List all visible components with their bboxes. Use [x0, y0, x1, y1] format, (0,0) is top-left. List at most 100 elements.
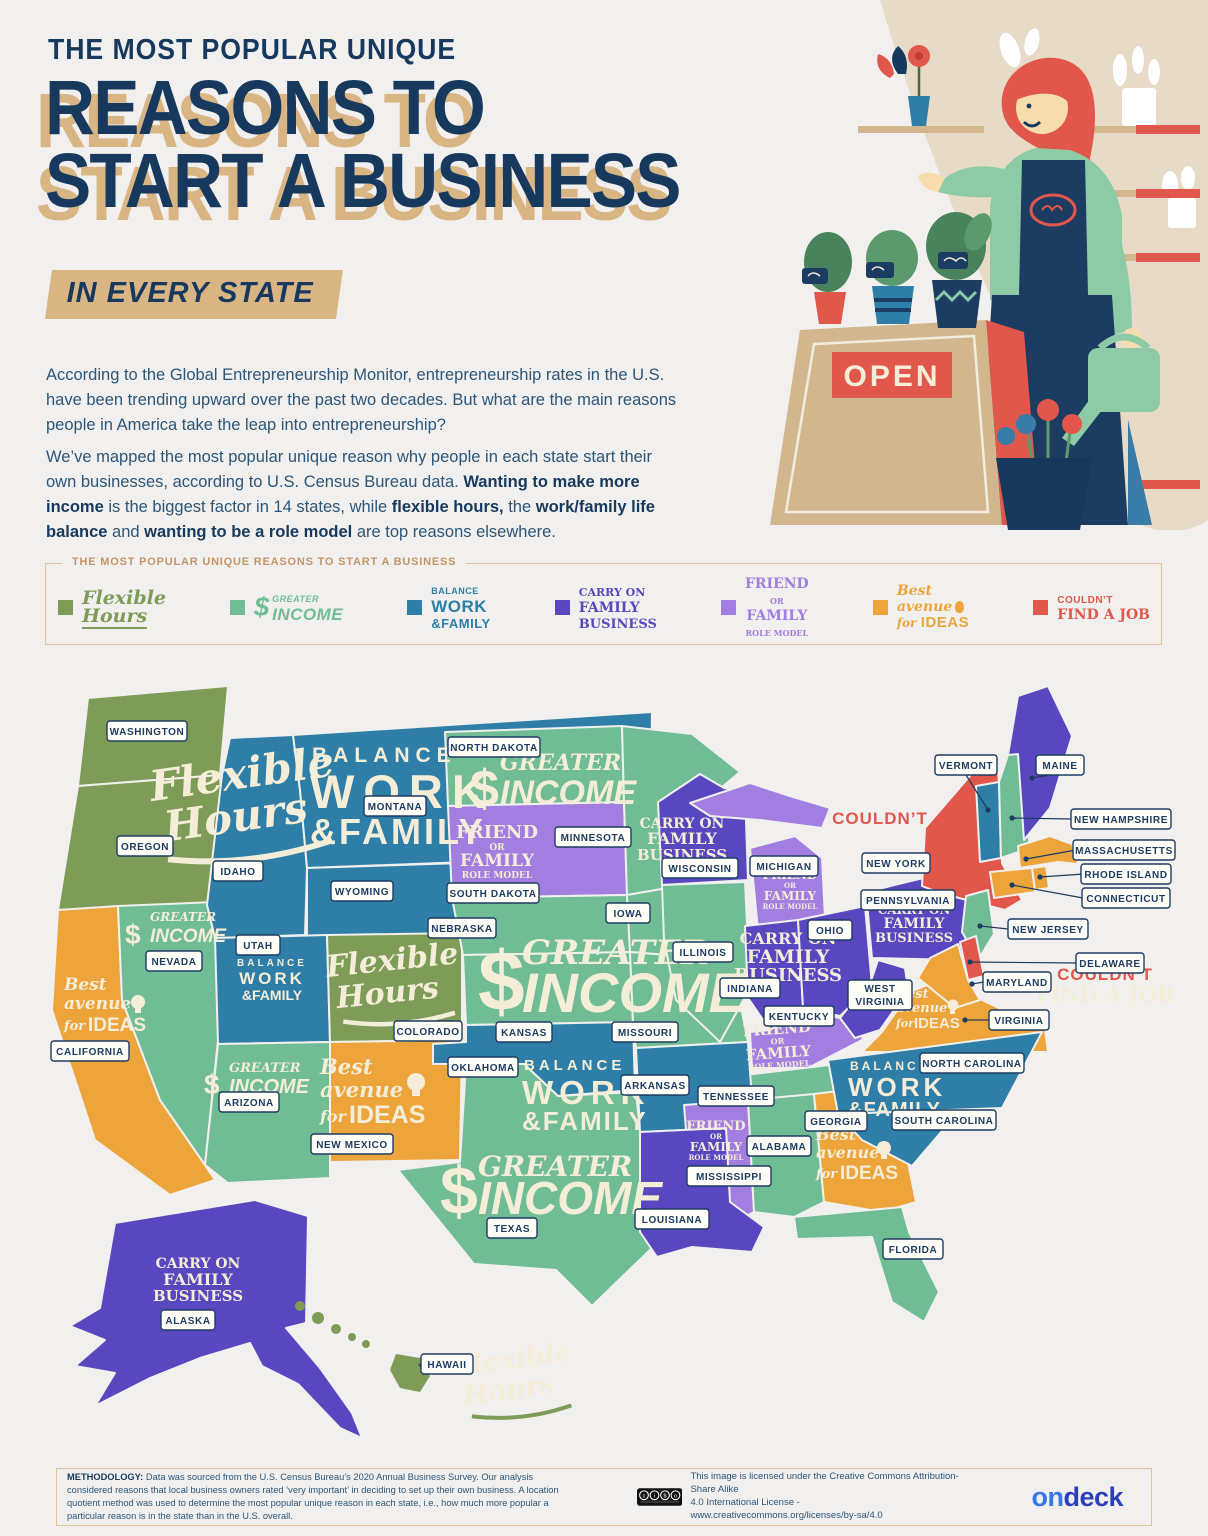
state-label-ohio: OHIO — [807, 919, 853, 941]
page-title-line1: REASONS TO — [45, 65, 486, 151]
state-label-florida: FLORIDA — [882, 1238, 944, 1260]
mark-line: OR — [770, 1036, 785, 1047]
legend-item-friend-family-role-model: FRIEND OR FAMILY ROLE MODEL — [720, 575, 809, 639]
methodology-label: METHODOLOGY: — [67, 1471, 144, 1482]
p2-b2: flexible hours, — [391, 497, 504, 516]
legend-label-line: WORK — [431, 597, 488, 616]
svg-text:NEVADA: NEVADA — [151, 957, 196, 968]
state-label-tennessee: TENNESSEE — [697, 1085, 775, 1107]
license: c i $ o This image is licensed under the… — [637, 1471, 967, 1522]
svg-text:ALABAMA: ALABAMA — [752, 1142, 807, 1153]
mark-line: INCOME — [500, 774, 637, 812]
svg-text:MICHIGAN: MICHIGAN — [756, 862, 811, 873]
svg-text:WASHINGTON: WASHINGTON — [110, 727, 185, 738]
legend-label-line: FAMILY — [578, 600, 640, 616]
state-label-alabama: ALABAMA — [746, 1135, 812, 1157]
state-label-nevada: NEVADA — [145, 950, 203, 972]
svg-text:PENNSYLVANIA: PENNSYLVANIA — [866, 896, 950, 907]
mark-line: FIND A JOB — [1035, 982, 1174, 1007]
svg-text:ARIZONA: ARIZONA — [224, 1098, 274, 1109]
svg-text:UTAH: UTAH — [243, 941, 272, 952]
potted-plants — [802, 212, 992, 328]
svg-text:ALASKA: ALASKA — [165, 1316, 210, 1327]
svg-text:NORTH DAKOTA: NORTH DAKOTA — [450, 743, 538, 754]
svg-text:NORTH CAROLINA: NORTH CAROLINA — [922, 1059, 1022, 1070]
state-label-washington: WASHINGTON — [106, 720, 188, 742]
mark-line: BALANCE — [237, 958, 307, 969]
legend-item-balance-work-family: BALANCE WORK &FAMILY — [407, 582, 490, 632]
svg-text:$: $ — [663, 1493, 667, 1499]
mark-line: GREATER — [478, 1150, 632, 1183]
legend-label-line: OR — [770, 596, 784, 606]
mark-line: OR — [710, 1132, 722, 1141]
svg-text:FLORIDA: FLORIDA — [889, 1245, 938, 1256]
dollar-icon: $ — [254, 591, 270, 622]
mark-line: FRIEND — [456, 822, 538, 843]
lightbulb-icon — [131, 995, 145, 1009]
state-label-new-york: NEW YORK — [861, 852, 931, 874]
svg-text:LOUISIANA: LOUISIANA — [642, 1215, 702, 1226]
state-label-missouri: MISSOURI — [611, 1021, 679, 1043]
license-line-1: This image is licensed under the Creativ… — [690, 1471, 959, 1496]
state-label-vermont: VERMONT — [934, 754, 998, 776]
legend-label-line: Hours — [82, 605, 148, 629]
shelf-icon — [858, 126, 984, 133]
mark-line: avenue — [320, 1077, 403, 1102]
mark-line: BUSINESS — [153, 1287, 243, 1305]
mark-line: ROLE MODEL — [748, 1058, 812, 1072]
mark-line: ROLE MODEL — [689, 1153, 744, 1162]
svg-text:OKLAHOMA: OKLAHOMA — [451, 1063, 515, 1074]
reason-mark-carry-wi: CARRY ON FAMILY BUSINESS — [637, 816, 727, 864]
state-label-south-dakota: SOUTH DAKOTA — [446, 882, 540, 904]
dollar-icon: $ — [470, 760, 499, 818]
svg-text:SOUTH CAROLINA: SOUTH CAROLINA — [895, 1116, 994, 1127]
p2-s2: is the biggest factor in 14 states, whil… — [103, 497, 392, 516]
lightbulb-icon — [877, 1141, 891, 1155]
state-label-connecticut: CONNECTICUT — [1081, 887, 1171, 909]
mark-line: ROLE MODEL — [763, 902, 818, 911]
shelf-icon — [1050, 126, 1200, 133]
svg-text:NEW JERSEY: NEW JERSEY — [1012, 925, 1084, 936]
svg-text:WISCONSIN: WISCONSIN — [668, 864, 731, 875]
mark-line: BUSINESS — [875, 931, 953, 946]
svg-text:VIRGINIA: VIRGINIA — [855, 997, 904, 1008]
mark-line: FRIEND — [686, 1119, 745, 1134]
mark-line: WORK — [239, 969, 305, 988]
reason-mark-friend-ms: FRIEND OR FAMILY ROLE MODEL — [686, 1119, 745, 1162]
mark-line: avenue — [64, 994, 131, 1014]
shelf-red-cap — [1136, 253, 1200, 262]
mark-line: BALANCE — [524, 1057, 625, 1074]
mark-line: FAMILY — [460, 851, 535, 871]
mark-line: FAMILY — [764, 889, 817, 903]
svg-text:ILLINOIS: ILLINOIS — [679, 948, 726, 959]
left-arm — [938, 166, 1008, 198]
p2-b1: Wanting to make more income — [46, 472, 640, 516]
state-label-massachusetts: MASSACHUSETTS — [1072, 839, 1176, 861]
legend-label-line: avenue — [896, 599, 953, 615]
p2-b3: work/family life balance — [46, 497, 655, 541]
mark-line: GREATER — [229, 1061, 301, 1076]
mark-line: FAMILY — [690, 1140, 743, 1154]
state-label-south-carolina: SOUTH CAROLINA — [891, 1109, 997, 1131]
state-label-minnesota: MINNESOTA — [554, 826, 632, 848]
lightbulb-icon — [955, 600, 965, 613]
header-kicker: THE MOST POPULAR UNIQUE — [48, 34, 457, 66]
state-label-montana: MONTANA — [363, 795, 427, 817]
intro-paragraph-2: We’ve mapped the most popular unique rea… — [46, 445, 678, 545]
logo-on: on — [1031, 1481, 1064, 1512]
mark-line: &FAMILY — [522, 1106, 648, 1136]
open-sign — [832, 352, 952, 398]
state-label-kansas: KANSAS — [495, 1021, 553, 1043]
legend-label: Flexible Hours — [82, 588, 166, 629]
reason-mark-income-tx: $ GREATER INCOME — [440, 1150, 663, 1229]
state-label-new-jersey: NEW JERSEY — [1007, 918, 1089, 940]
state-label-mississippi: MISSISSIPPI — [686, 1165, 772, 1187]
state-vermont — [975, 781, 1002, 863]
apron-bib — [1019, 160, 1088, 295]
svg-text:GEORGIA: GEORGIA — [810, 1117, 861, 1128]
legend-swatch — [407, 599, 423, 615]
white-plant-silhouettes — [999, 28, 1196, 228]
svg-text:o: o — [674, 1493, 677, 1499]
state-label-colorado: COLORADO — [393, 1020, 463, 1042]
state-hawaii — [295, 1301, 430, 1392]
